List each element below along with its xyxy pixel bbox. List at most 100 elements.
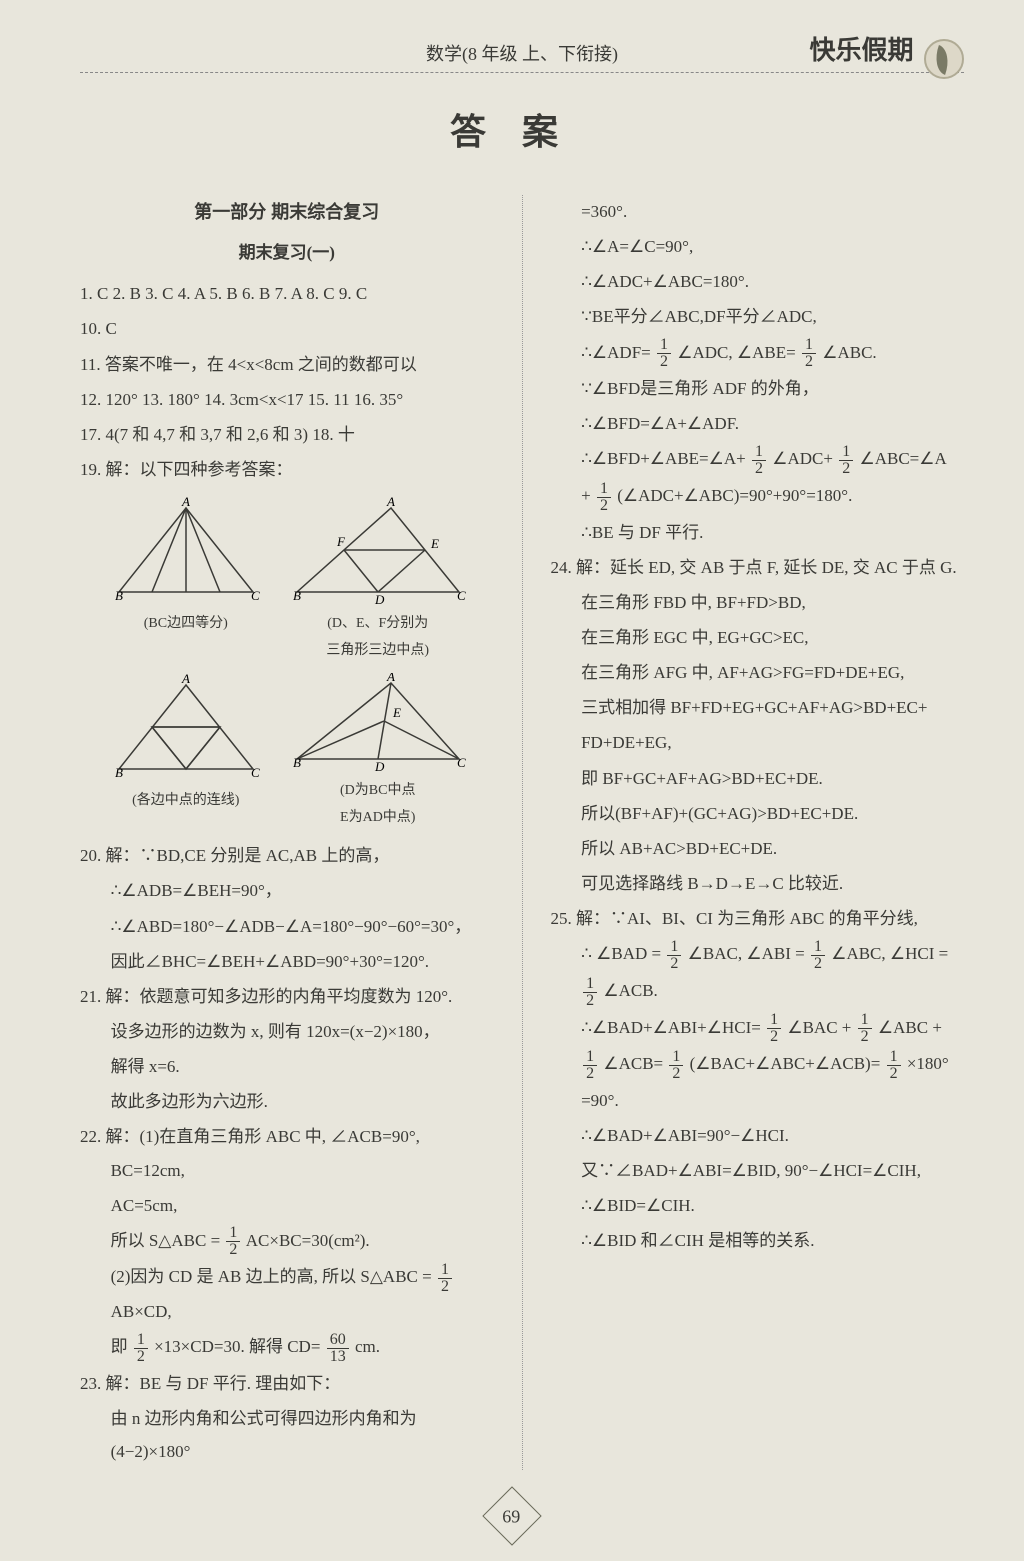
- diagram-b: A F E B D C (D、E、F分别为 三角形三边中点): [283, 496, 473, 665]
- column-divider: [522, 195, 523, 1470]
- solution-line: + 12 (∠ADC+∠ABC)=90°+90°=180°.: [551, 479, 965, 514]
- solution-line: ∴∠ADF= 12 ∠ADC, ∠ABE= 12 ∠ABC.: [551, 336, 965, 371]
- solution-line: 24. 解：延长 ED, 交 AB 于点 F, 延长 DE, 交 AC 于点 G…: [551, 551, 965, 584]
- triangle-diagram-icon: A B C: [101, 673, 271, 783]
- diagram-caption: 三角形三边中点): [283, 637, 473, 664]
- diagram-a: A B C (BC边四等分): [101, 496, 271, 665]
- svg-text:C: C: [251, 765, 260, 780]
- text-fragment: ∴∠BAD+∠ABI+∠HCI=: [581, 1018, 761, 1037]
- fraction: 12: [597, 481, 611, 514]
- answer-line: 17. 4(7 和 4,7 和 3,7 和 2,6 和 3) 18. 十: [80, 418, 494, 451]
- text-fragment: ∠ADC, ∠ABE=: [677, 343, 795, 362]
- svg-text:F: F: [336, 534, 346, 549]
- header-center: 数学(8 年级 上、下衔接): [426, 44, 618, 64]
- solution-line: 由 n 边形内角和公式可得四边形内角和为(4−2)×180°: [80, 1402, 494, 1468]
- solution-line: ∴ ∠BAD = 12 ∠BAC, ∠ABI = 12 ∠ABC, ∠HCI =: [551, 937, 965, 972]
- fraction: 12: [887, 1049, 901, 1082]
- solution-line: ∴∠BID 和∠CIH 是相等的关系.: [551, 1224, 965, 1257]
- text-fragment: AB×CD,: [111, 1302, 172, 1321]
- answer-line: 10. C: [80, 312, 494, 345]
- svg-text:E: E: [392, 705, 401, 720]
- svg-text:C: C: [457, 755, 466, 770]
- solution-line: ∴∠BFD=∠A+∠ADF.: [551, 407, 965, 440]
- solution-line: AC=5cm,: [80, 1189, 494, 1222]
- svg-text:A: A: [181, 496, 190, 509]
- solution-line: 所以 S△ABC = 12 AC×BC=30(cm²).: [80, 1224, 494, 1259]
- solution-line: ∴∠A=∠C=90°,: [551, 230, 965, 263]
- fraction: 12: [583, 976, 597, 1009]
- solution-line: ∴∠ADB=∠BEH=90°，: [80, 874, 494, 907]
- text-fragment: 即: [111, 1337, 128, 1356]
- text-fragment: ∠ABC +: [878, 1018, 942, 1037]
- answer-line: 11. 答案不唯一，在 4<x<8cm 之间的数都可以: [80, 348, 494, 381]
- solution-line: 25. 解：∵AI、BI、CI 为三角形 ABC 的角平分线,: [551, 902, 965, 935]
- diagram-caption: (D为BC中点: [283, 777, 473, 804]
- page-title: 答案: [80, 103, 964, 155]
- sub-title: 期末复习(一): [80, 236, 494, 269]
- solution-line: =90°.: [551, 1084, 965, 1117]
- svg-text:B: B: [115, 765, 123, 780]
- fraction: 12: [839, 444, 853, 477]
- solution-line: 又∵∠BAD+∠ABI=∠BID, 90°−∠HCI=∠CIH,: [551, 1154, 965, 1187]
- solution-line: ∵∠BFD是三角形 ADF 的外角，: [551, 372, 965, 405]
- svg-text:C: C: [457, 588, 466, 603]
- fraction: 12: [657, 337, 671, 370]
- solution-line: 解得 x=6.: [80, 1050, 494, 1083]
- answer-line: 19. 解：以下四种参考答案：: [80, 453, 494, 486]
- text-fragment: ∠ABC.: [822, 343, 876, 362]
- section-title: 第一部分 期末综合复习: [80, 195, 494, 230]
- solution-line: ∴∠ABD=180°−∠ADB−∠A=180°−90°−60°=30°，: [80, 910, 494, 943]
- fraction: 6013: [327, 1332, 349, 1365]
- text-fragment: (∠ADC+∠ABC)=90°+90°=180°.: [617, 486, 852, 505]
- solution-line: 所以 AB+AC>BD+EC+DE.: [551, 832, 965, 865]
- fraction: 12: [583, 1049, 597, 1082]
- triangle-diagram-icon: A E B D C: [283, 673, 473, 773]
- page-header: 数学(8 年级 上、下衔接) 快乐假期: [80, 40, 964, 73]
- svg-text:A: A: [181, 673, 190, 686]
- solution-line: ∴BE 与 DF 平行.: [551, 516, 965, 549]
- solution-line: 20. 解：∵BD,CE 分别是 AC,AB 上的高，: [80, 839, 494, 872]
- text-fragment: ∠ACB.: [603, 981, 657, 1000]
- solution-line: 22. 解：(1)在直角三角形 ABC 中, ∠ACB=90°, BC=12cm…: [80, 1120, 494, 1186]
- solution-line: ∴∠BAD+∠ABI=90°−∠HCI.: [551, 1119, 965, 1152]
- content-columns: 第一部分 期末综合复习 期末复习(一) 1. C 2. B 3. C 4. A …: [80, 195, 964, 1470]
- page-number: 69: [491, 1495, 533, 1537]
- solution-line: 在三角形 FBD 中, BF+FD>BD,: [551, 586, 965, 619]
- text-fragment: ∠ADC+: [772, 449, 833, 468]
- text-fragment: ∠BAC +: [787, 1018, 851, 1037]
- solution-line: 21. 解：依题意可知多边形的内角平均度数为 120°.: [80, 980, 494, 1013]
- text-fragment: ∴ ∠BAD =: [581, 944, 661, 963]
- fraction: 12: [669, 1049, 683, 1082]
- solution-line: 在三角形 EGC 中, EG+GC>EC,: [551, 621, 965, 654]
- text-fragment: ∠ABC, ∠HCI =: [831, 944, 948, 963]
- left-column: 第一部分 期末综合复习 期末复习(一) 1. C 2. B 3. C 4. A …: [80, 195, 494, 1470]
- solution-line: 在三角形 AFG 中, AF+AG>FG=FD+DE+EG,: [551, 656, 965, 689]
- fraction: 12: [134, 1332, 148, 1365]
- diagram-caption: (BC边四等分): [101, 610, 271, 637]
- text-fragment: AC×BC=30(cm²).: [246, 1231, 370, 1250]
- svg-text:D: D: [374, 592, 385, 606]
- solution-line: ∴∠BAD+∠ABI+∠HCI= 12 ∠BAC + 12 ∠ABC +: [551, 1011, 965, 1046]
- page-number-text: 69: [502, 1496, 520, 1538]
- solution-line: ∴∠ADC+∠ABC=180°.: [551, 265, 965, 298]
- text-fragment: +: [581, 486, 591, 505]
- svg-text:C: C: [251, 588, 260, 603]
- fraction: 12: [767, 1012, 781, 1045]
- text-fragment: ∴∠ADF=: [581, 343, 651, 362]
- diagram-d: A E B D C (D为BC中点 E为AD中点): [283, 673, 473, 832]
- solution-line: FD+DE+EG,: [551, 726, 965, 759]
- svg-text:B: B: [293, 588, 301, 603]
- diagram-grid: A B C (BC边四等分) A: [80, 496, 494, 831]
- text-fragment: ∠ABC=∠A: [859, 449, 946, 468]
- text-fragment: ∠ACB=: [603, 1054, 663, 1073]
- diagram-caption: E为AD中点): [283, 804, 473, 831]
- diagram-caption: (D、E、F分别为: [283, 610, 473, 637]
- header-right-text: 快乐假期: [809, 36, 913, 65]
- solution-line: 12 ∠ACB.: [551, 974, 965, 1009]
- solution-line: 23. 解：BE 与 DF 平行. 理由如下：: [80, 1367, 494, 1400]
- diagram-caption: (各边中点的连线): [101, 787, 271, 814]
- text-fragment: ∴∠BFD+∠ABE=∠A+: [581, 449, 746, 468]
- svg-text:B: B: [115, 588, 123, 603]
- svg-text:B: B: [293, 755, 301, 770]
- solution-line: 因此∠BHC=∠BEH+∠ABD=90°+30°=120°.: [80, 945, 494, 978]
